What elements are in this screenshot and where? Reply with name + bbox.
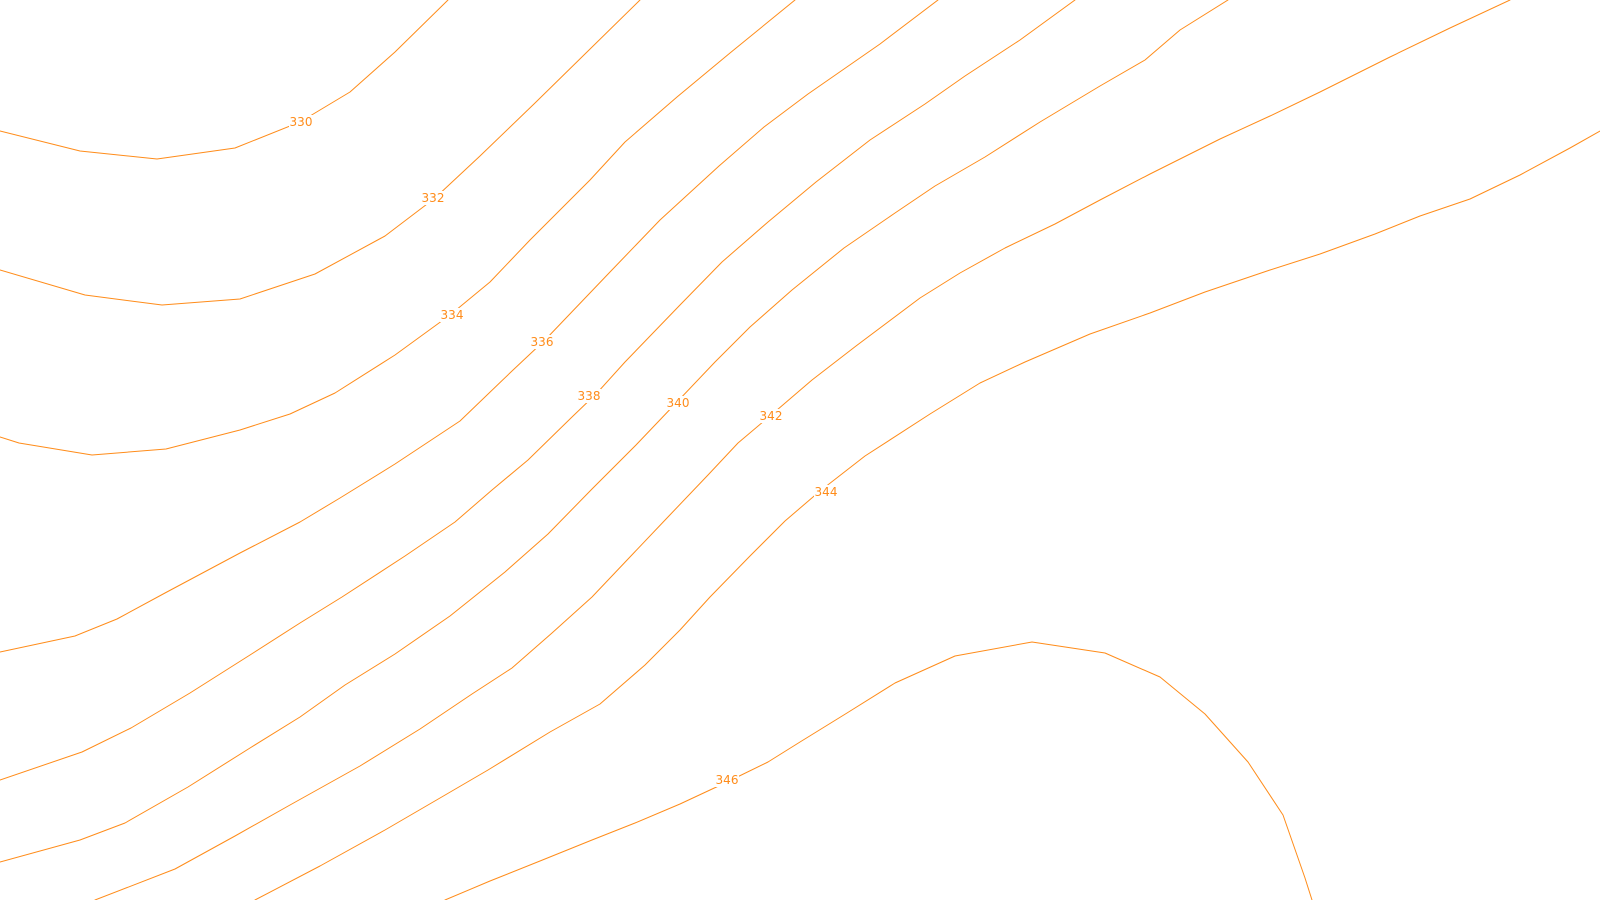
contour-label-340: 340 <box>667 396 690 410</box>
contour-line-332 <box>0 0 641 306</box>
contour-label-332: 332 <box>422 191 445 205</box>
contour-label-background <box>421 191 445 205</box>
contour-label-334: 334 <box>441 308 464 322</box>
contour-label-338: 338 <box>578 389 601 403</box>
contour-label-342: 342 <box>760 409 783 423</box>
contour-line-340 <box>0 0 1229 863</box>
contour-label-background <box>440 308 464 322</box>
contour-label-background <box>577 389 601 403</box>
contour-label-346: 346 <box>716 773 739 787</box>
contour-line-330 <box>0 0 449 160</box>
contour-label-background <box>715 773 739 787</box>
contour-label-background <box>759 409 783 423</box>
contour-label-330: 330 <box>290 115 313 129</box>
contour-line-344 <box>254 130 1600 900</box>
contour-label-background <box>666 396 690 410</box>
contour-label-336: 336 <box>531 335 554 349</box>
contour-line-338 <box>0 0 1076 781</box>
contour-label-background <box>530 335 554 349</box>
contour-labels: 330 332 334 336 338 340 342 344 346 <box>289 115 838 787</box>
contour-line-336 <box>0 0 939 653</box>
contour-line-342 <box>94 0 1511 900</box>
contour-label-344: 344 <box>815 485 838 499</box>
contour-line-334 <box>0 0 796 456</box>
contour-label-background <box>814 485 838 499</box>
contour-label-background <box>289 115 313 129</box>
contour-line-346 <box>444 641 1313 900</box>
